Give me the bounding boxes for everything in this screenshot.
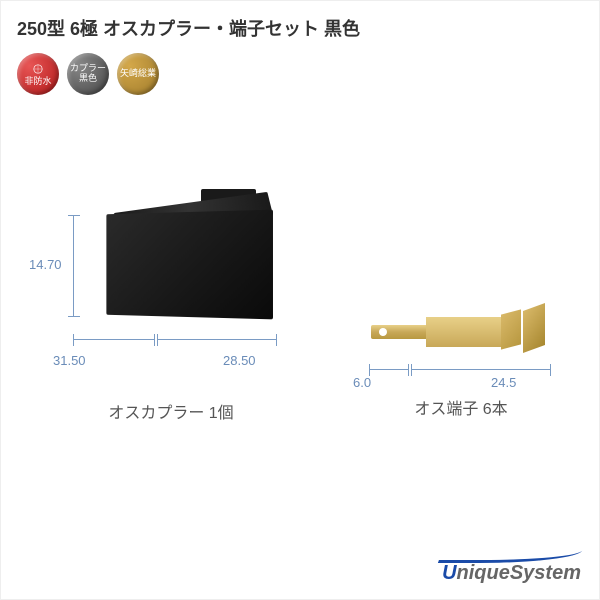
connector-body bbox=[106, 210, 273, 320]
terminal-body bbox=[426, 317, 506, 347]
terminal-wing1 bbox=[501, 309, 521, 349]
connector-render bbox=[101, 187, 271, 317]
content-area: 14.70 31.50 28.50 オスカプラー 1個 6.0 24.5 bbox=[1, 107, 599, 527]
terminal-render bbox=[371, 307, 551, 357]
dim-height-line bbox=[73, 215, 91, 317]
product-title: 250型 6極 オスカプラー・端子セット 黒色 bbox=[17, 15, 583, 41]
dim-height: 14.70 bbox=[29, 257, 62, 272]
terminal-crimp bbox=[501, 307, 551, 357]
drop-icon bbox=[31, 62, 45, 76]
dim-length-line bbox=[411, 369, 551, 387]
logo-swoosh bbox=[438, 545, 585, 563]
connector-figure: 14.70 31.50 28.50 bbox=[31, 167, 311, 367]
connector-section: 14.70 31.50 28.50 オスカプラー 1個 bbox=[31, 167, 311, 423]
dim-length: 24.5 bbox=[491, 375, 516, 390]
badge-row: 非防水 カプラー 黒色 矢崎総業 bbox=[1, 49, 599, 107]
dim-depth: 31.50 bbox=[53, 353, 86, 368]
badge-color: カプラー 黒色 bbox=[67, 53, 109, 95]
logo-text: niqueSystem bbox=[457, 562, 581, 584]
badge-label: 矢崎総業 bbox=[120, 69, 156, 79]
dim-width-line bbox=[157, 339, 277, 357]
terminal-wing2 bbox=[523, 303, 545, 353]
brand-logo: UniqueSystem bbox=[442, 562, 581, 585]
terminal-figure: 6.0 24.5 bbox=[341, 257, 581, 377]
connector-caption: オスカプラー 1個 bbox=[31, 399, 311, 423]
dim-width: 28.50 bbox=[223, 353, 256, 368]
dim-tip-line bbox=[369, 369, 409, 387]
badge-waterproof: 非防水 bbox=[17, 53, 59, 95]
logo-initial: U bbox=[442, 562, 456, 584]
badge-label-line2: 黒色 bbox=[79, 74, 97, 84]
terminal-section: 6.0 24.5 オス端子 6本 bbox=[341, 257, 581, 419]
terminal-hole bbox=[379, 328, 387, 336]
header: 250型 6極 オスカプラー・端子セット 黒色 bbox=[1, 1, 599, 49]
badge-label: 非防水 bbox=[24, 77, 51, 87]
badge-maker: 矢崎総業 bbox=[117, 53, 159, 95]
terminal-caption: オス端子 6本 bbox=[341, 395, 581, 419]
dim-tip: 6.0 bbox=[353, 375, 371, 390]
